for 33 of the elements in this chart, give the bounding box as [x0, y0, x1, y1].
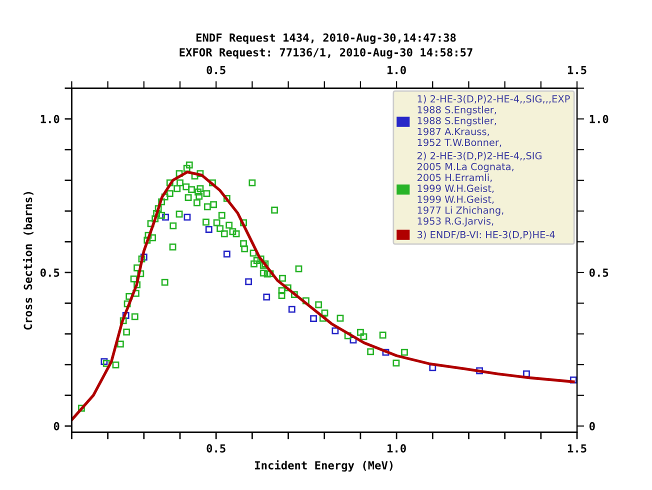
- point: [332, 327, 339, 334]
- point: [205, 226, 212, 233]
- point: [310, 315, 318, 322]
- point: [476, 367, 484, 374]
- x-tick-label: 1.0: [388, 444, 406, 453]
- legend-label: 1) 2-HE-3(D,P)2-HE-4,,SIG,,,EXP 1988 S.Engstler, 1988 S.Engstler, 1987 A.Krauss, 1952 T.W.Bonner,: [418, 95, 570, 148]
- y-axis-title: Cross Section (barns): [22, 192, 34, 330]
- y2-tick-label: 0: [589, 422, 595, 430]
- point: [245, 278, 252, 286]
- y2-tick-label: 1.0: [590, 114, 608, 124]
- point: [382, 348, 390, 356]
- y2-tick-label: 0.5: [589, 268, 608, 277]
- point: [570, 376, 577, 384]
- x-tick-label: 0.5: [206, 444, 226, 453]
- point: [429, 364, 436, 372]
- point: [184, 214, 191, 221]
- legend-label: 2) 2-HE-3(D,P)2-HE-4,,SIG 2005 M.La Cognata, 2005 H.Erramli, 1999 W.H.Geist, 1999 W.H.Geist, 1977 Li Zhichang, 1953 R.G.Jarvis,: [417, 152, 542, 227]
- x2-tick-label: 1.5: [568, 66, 586, 74]
- point: [523, 370, 530, 378]
- x2-tick-label: 1.0: [388, 66, 406, 74]
- x-tick-label: 1.5: [568, 444, 586, 453]
- point: [263, 294, 270, 301]
- y-tick-label: 0.5: [40, 268, 60, 277]
- x2-tick-label: 0.5: [206, 66, 226, 74]
- legend-label: 3) ENDF/B-VI: HE-3(D,P)HE-4: [417, 230, 555, 240]
- point: [288, 306, 296, 313]
- chart-title: ENDF Request 1434, 2010-Aug-30,14:47:38: [196, 33, 456, 44]
- point: [162, 214, 170, 221]
- y-tick-label: 1.0: [40, 114, 60, 124]
- x-axis-title: Incident Energy (MeV): [255, 460, 393, 472]
- point: [223, 250, 230, 258]
- chart-subtitle: EXFOR Request: 77136/1, 2010-Aug-30 14:58:57: [180, 48, 472, 59]
- y-tick-label: 0: [54, 422, 60, 430]
